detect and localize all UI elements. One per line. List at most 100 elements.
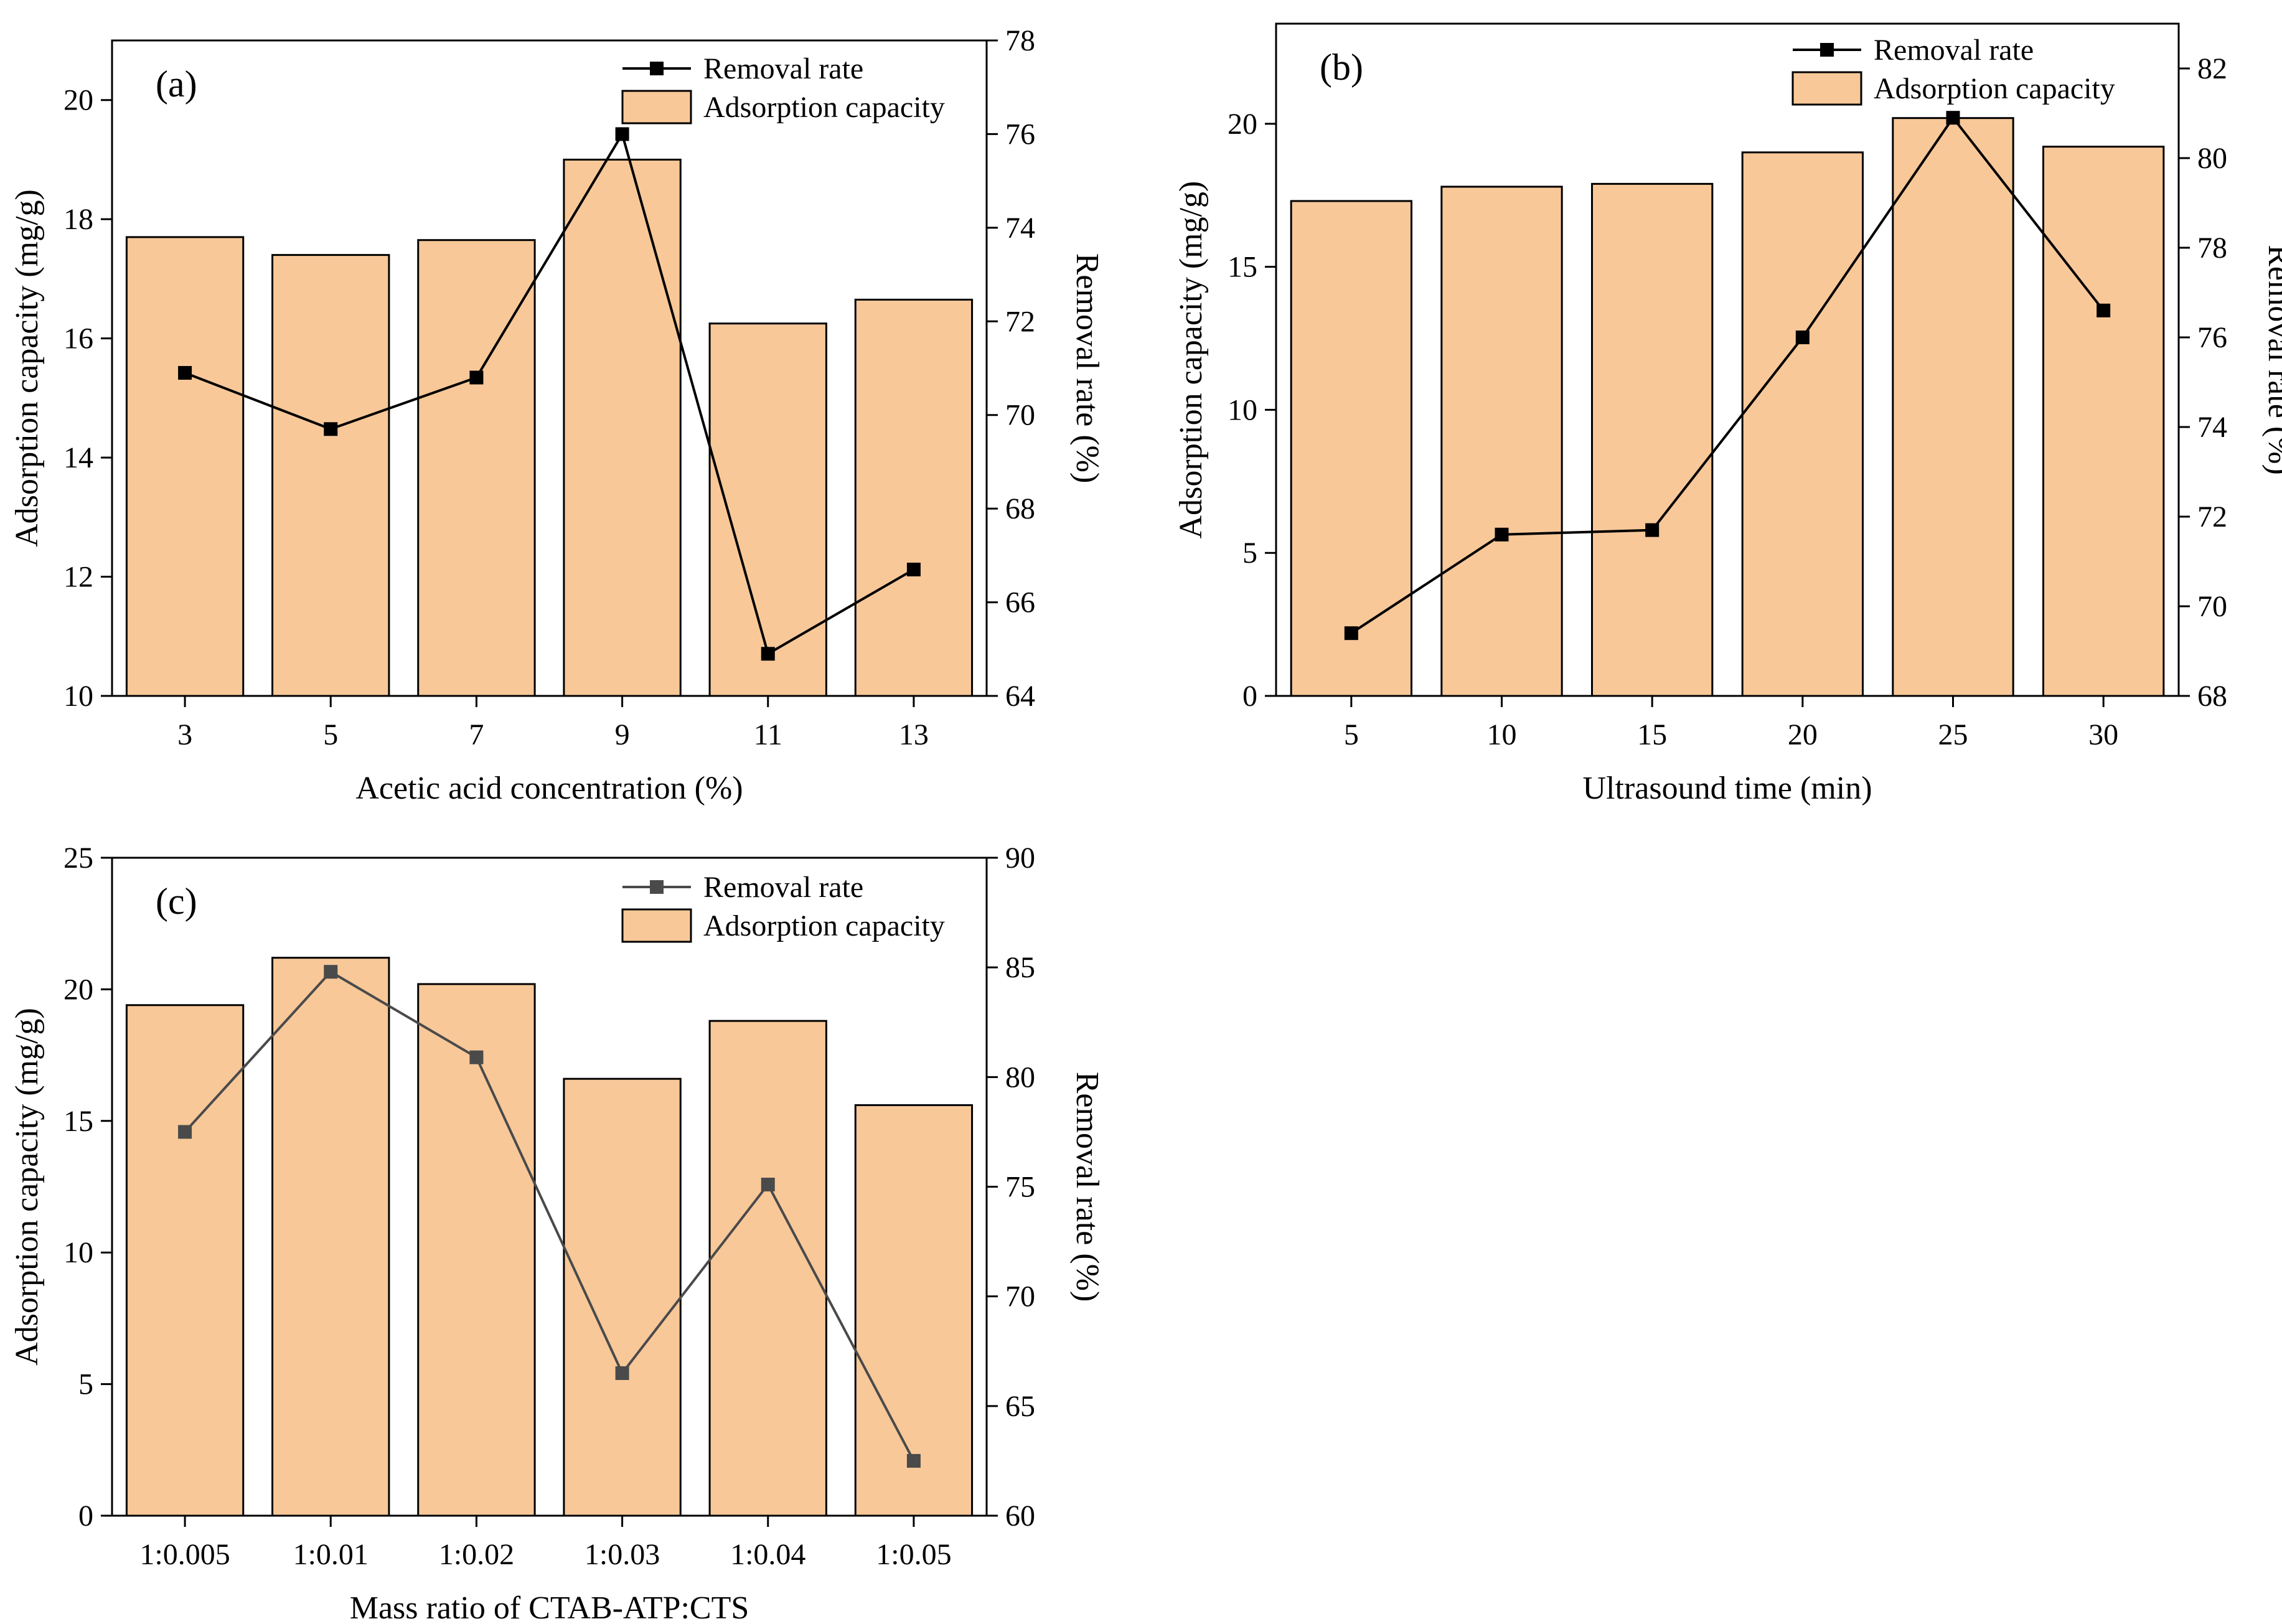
bar-5 bbox=[1290, 200, 1413, 697]
left-axis-label: Adsorption capacity (mg/g) bbox=[1173, 181, 1209, 539]
point-25 bbox=[1946, 111, 1960, 125]
legend-label-adsorption-capacity: Adsorption capacity bbox=[703, 91, 945, 124]
point-1:0.03 bbox=[615, 1366, 629, 1380]
point-11 bbox=[761, 647, 775, 661]
left-tick-label: 10 bbox=[1228, 393, 1257, 426]
left-tick-label: 0 bbox=[78, 1500, 93, 1532]
right-tick-label: 66 bbox=[1005, 586, 1035, 619]
x-tick-label: 30 bbox=[2088, 718, 2118, 751]
legend-bar-swatch bbox=[621, 908, 692, 943]
x-axis-label: Mass ratio of CTAB-ATP:CTS bbox=[350, 1590, 749, 1624]
left-tick-label: 10 bbox=[63, 680, 93, 713]
right-tick-label: 72 bbox=[2197, 500, 2227, 533]
right-tick-label: 74 bbox=[2197, 411, 2227, 444]
x-tick-label: 1:0.03 bbox=[585, 1538, 660, 1571]
x-tick-label: 10 bbox=[1487, 718, 1517, 751]
left-tick-label: 18 bbox=[63, 203, 93, 236]
bar-1:0.05 bbox=[854, 1104, 974, 1517]
x-tick-label: 3 bbox=[177, 718, 192, 751]
legend: Removal rate Adsorption capacity bbox=[621, 871, 945, 943]
left-tick-label: 14 bbox=[63, 441, 93, 474]
left-tick-label: 0 bbox=[1242, 680, 1257, 713]
bar-10 bbox=[1440, 185, 1563, 697]
right-tick-label: 78 bbox=[2197, 232, 2227, 265]
bar-1:0.005 bbox=[125, 1004, 245, 1517]
left-tick-label: 16 bbox=[63, 322, 93, 355]
legend-marker-swatch bbox=[650, 880, 664, 894]
left-tick-label: 12 bbox=[63, 561, 93, 594]
right-tick-label: 85 bbox=[1005, 951, 1035, 984]
point-1:0.02 bbox=[469, 1050, 484, 1064]
right-tick-label: 70 bbox=[2197, 590, 2227, 623]
chart-panel-a: 10 12 14 16 18 20 64 66 68 70 72 74 76 78 3 5 7 9 11 13 Acet… bbox=[9, 24, 1105, 806]
bar-7 bbox=[417, 239, 536, 697]
legend-label-removal-rate: Removal rate bbox=[1874, 34, 2034, 67]
bar-13 bbox=[854, 298, 974, 697]
legend: Removal rate Adsorption capacity bbox=[1791, 34, 2115, 106]
legend-label-removal-rate: Removal rate bbox=[703, 52, 863, 85]
right-tick-label: 70 bbox=[1005, 399, 1035, 432]
point-1:0.005 bbox=[178, 1125, 192, 1139]
legend-label-removal-rate: Removal rate bbox=[703, 871, 863, 904]
right-axis-label: Removal rate (%) bbox=[2261, 245, 2282, 475]
x-tick-label: 5 bbox=[323, 718, 338, 751]
right-tick-label: 76 bbox=[1005, 118, 1035, 151]
x-tick-label: 20 bbox=[1788, 718, 1818, 751]
bar-25 bbox=[1892, 117, 2014, 697]
plot-frame bbox=[111, 39, 988, 697]
left-tick-label: 10 bbox=[63, 1236, 93, 1269]
bar-1:0.01 bbox=[271, 957, 390, 1517]
bar-1:0.04 bbox=[708, 1020, 827, 1517]
point-5 bbox=[324, 422, 338, 436]
removal-rate-line bbox=[184, 970, 915, 1462]
right-tick-label: 75 bbox=[1005, 1171, 1035, 1204]
point-1:0.04 bbox=[761, 1177, 775, 1191]
removal-rate-line bbox=[1350, 115, 2105, 634]
x-tick-label: 13 bbox=[899, 718, 929, 751]
left-tick-label: 20 bbox=[63, 973, 93, 1006]
plot-frame bbox=[1275, 22, 2180, 697]
point-15 bbox=[1645, 523, 1660, 537]
right-tick-label: 82 bbox=[2197, 52, 2227, 85]
legend: Removal rate Adsorption capacity bbox=[621, 52, 945, 124]
x-tick-label: 1:0.02 bbox=[439, 1538, 514, 1571]
bar-20 bbox=[1741, 151, 1864, 697]
bar-30 bbox=[2042, 146, 2165, 697]
bar-5 bbox=[271, 254, 390, 697]
point-1:0.05 bbox=[906, 1453, 921, 1468]
legend-label-adsorption-capacity: Adsorption capacity bbox=[703, 909, 945, 942]
left-tick-label: 15 bbox=[1228, 251, 1257, 284]
x-axis-label: Acetic acid concentration (%) bbox=[355, 771, 743, 806]
right-tick-label: 72 bbox=[1005, 305, 1035, 338]
point-9 bbox=[615, 127, 629, 141]
panel-label: (c) bbox=[156, 881, 197, 922]
right-tick-label: 64 bbox=[1005, 680, 1035, 713]
panel-label: (a) bbox=[156, 63, 197, 105]
legend-label-adsorption-capacity: Adsorption capacity bbox=[1874, 72, 2115, 105]
legend-bar-swatch bbox=[1791, 71, 1862, 106]
left-tick-label: 25 bbox=[63, 842, 93, 875]
right-tick-label: 68 bbox=[2197, 680, 2227, 713]
x-tick-label: 25 bbox=[1938, 718, 1968, 751]
right-tick-label: 70 bbox=[1005, 1280, 1035, 1313]
removal-rate-line bbox=[184, 131, 914, 656]
x-tick-label: 9 bbox=[615, 718, 630, 751]
point-13 bbox=[906, 562, 921, 576]
chart-panel-b: 0 5 10 15 20 68 70 72 74 76 78 80 82 5 10 15 20 25 30 Ultra… bbox=[1173, 22, 2282, 806]
point-30 bbox=[2097, 303, 2111, 317]
bar-1:0.02 bbox=[417, 983, 536, 1517]
bar-11 bbox=[708, 322, 827, 697]
right-tick-label: 60 bbox=[1005, 1500, 1035, 1532]
point-1:0.01 bbox=[324, 965, 338, 979]
right-tick-label: 78 bbox=[1005, 24, 1035, 57]
legend-marker-swatch bbox=[650, 62, 664, 75]
right-tick-label: 90 bbox=[1005, 842, 1035, 875]
left-tick-label: 5 bbox=[78, 1368, 93, 1401]
x-tick-label: 7 bbox=[469, 718, 484, 751]
legend-bar-swatch bbox=[621, 90, 692, 124]
bar-15 bbox=[1591, 182, 1714, 697]
right-tick-label: 80 bbox=[2197, 142, 2227, 175]
right-tick-label: 65 bbox=[1005, 1390, 1035, 1423]
point-5 bbox=[1344, 626, 1358, 641]
